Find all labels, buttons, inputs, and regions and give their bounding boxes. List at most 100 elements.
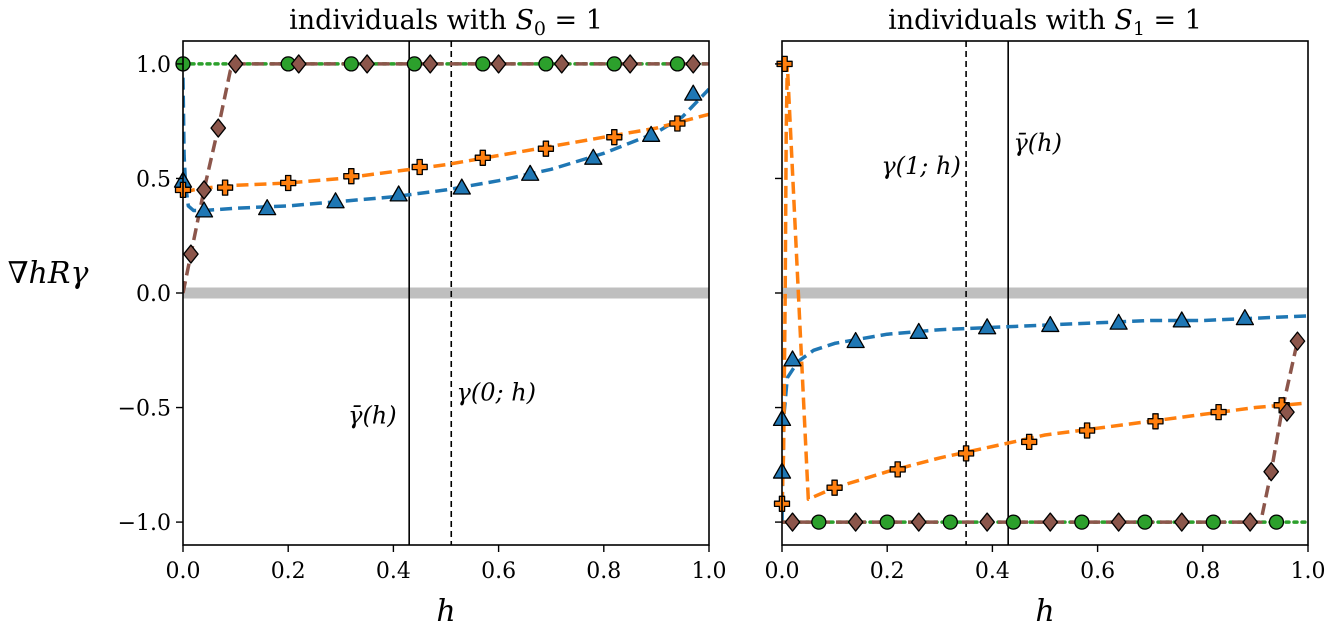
- marker-orange-7: [537, 140, 555, 157]
- x-tick-label: 0.4: [376, 559, 411, 584]
- marker-green-1: [811, 514, 827, 530]
- series-line-blue: [782, 314, 1308, 523]
- marker-brown-1: [183, 244, 199, 264]
- x-tick-label: 0.0: [166, 559, 201, 584]
- marker-orange-3: [826, 479, 843, 496]
- series-line-orange: [183, 112, 709, 194]
- series-line-brown: [183, 62, 709, 294]
- x-tick-label: 0.0: [765, 559, 800, 584]
- series-line-orange: [782, 62, 1308, 504]
- marker-green-6: [1137, 514, 1153, 530]
- marker-green-2: [879, 514, 895, 530]
- marker-green-3: [343, 56, 359, 72]
- x-tick-label: 0.8: [586, 559, 621, 584]
- x-tick-label: 0.6: [1080, 559, 1115, 584]
- marker-orange-1: [776, 55, 793, 73]
- marker-green-7: [606, 56, 622, 72]
- marker-blue-7: [1041, 315, 1060, 333]
- y-tick-label: −0.5: [118, 397, 171, 422]
- marker-brown-7: [1173, 512, 1190, 532]
- x-tick-label: 0.2: [870, 559, 905, 584]
- marker-brown-11: [1289, 331, 1306, 351]
- vline-label-2: γ(0; h): [457, 379, 537, 407]
- y-tick-label: 0.0: [136, 282, 171, 307]
- marker-blue-4: [326, 192, 345, 209]
- x-tick-label: 0.4: [975, 559, 1010, 584]
- marker-blue-10: [1235, 309, 1255, 326]
- markers: [772, 55, 1306, 532]
- vline-label-1: γ̄(h): [348, 402, 397, 430]
- plot-area: [782, 41, 1308, 545]
- marker-green-8: [669, 56, 686, 72]
- marker-orange-8: [606, 129, 623, 146]
- marker-brown-9: [553, 54, 570, 74]
- marker-blue-9: [641, 125, 661, 142]
- marker-green-7: [1205, 514, 1221, 530]
- marker-brown-3: [910, 512, 927, 532]
- marker-blue-2: [194, 201, 214, 218]
- marker-brown-6: [359, 54, 375, 74]
- marker-green-3: [942, 514, 958, 530]
- vline-label-2: γ̄(h): [1013, 129, 1062, 157]
- y-tick-label: −1.0: [118, 511, 171, 536]
- marker-blue-3: [258, 199, 277, 216]
- marker-brown-9: [1263, 462, 1280, 482]
- marker-green-5: [475, 56, 491, 72]
- marker-brown-2: [847, 512, 864, 532]
- x-axis-label: h: [436, 594, 455, 629]
- marker-blue-8: [584, 148, 603, 165]
- marker-blue-5: [389, 185, 408, 202]
- marker-blue-5: [909, 322, 928, 339]
- marker-orange-4: [343, 168, 360, 185]
- x-tick-label: 1.0: [692, 559, 727, 584]
- panel-title: individuals with S0 = 1: [289, 5, 603, 40]
- y-axis-label: ∇hRγ: [8, 256, 89, 291]
- series-line-brown: [782, 340, 1300, 524]
- marker-brown-4: [979, 512, 995, 532]
- y-tick-label: 1.0: [136, 53, 171, 78]
- x-tick-label: 0.2: [271, 559, 306, 584]
- marker-orange-6: [1021, 433, 1038, 451]
- marker-brown-5: [290, 54, 307, 74]
- marker-orange-9: [1210, 403, 1227, 421]
- marker-blue-7: [521, 164, 540, 181]
- marker-orange-2: [216, 179, 234, 196]
- vline-label-1: γ(1; h): [881, 152, 961, 180]
- marker-green-6: [538, 56, 554, 72]
- marker-brown-10: [622, 54, 638, 74]
- series-line-blue: [183, 77, 709, 213]
- marker-brown-1: [784, 512, 801, 532]
- marker-orange-6: [474, 149, 491, 166]
- marker-brown-5: [1042, 512, 1059, 532]
- marker-green-8: [1268, 514, 1285, 530]
- x-axis-label: h: [1035, 594, 1054, 629]
- x-tick-label: 1.0: [1291, 559, 1326, 584]
- marker-blue-3: [783, 350, 802, 367]
- marker-green-4: [1005, 514, 1022, 530]
- marker-blue-4: [846, 331, 865, 349]
- marker-brown-3: [210, 118, 227, 138]
- panel-2: individuals with S1 = 1 γ(1; h) γ̄(h) 0.0 0.…: [765, 5, 1326, 629]
- marker-orange-9: [669, 115, 686, 132]
- marker-orange-4: [889, 461, 906, 478]
- marker-brown-11: [685, 54, 702, 74]
- markers: [173, 54, 703, 264]
- marker-blue-9: [1172, 311, 1191, 328]
- marker-green-5: [1074, 514, 1090, 530]
- x-tick-label: 0.6: [481, 559, 516, 584]
- marker-brown-4: [227, 54, 244, 74]
- marker-brown-8: [1242, 512, 1258, 532]
- marker-orange-3: [280, 174, 297, 192]
- marker-orange-5: [957, 445, 975, 462]
- marker-green-4: [406, 56, 423, 72]
- marker-brown-2: [196, 180, 212, 200]
- marker-blue-6: [977, 318, 997, 335]
- marker-orange-7: [1078, 422, 1096, 439]
- panel-title: individuals with S1 = 1: [888, 5, 1202, 40]
- marker-brown-8: [490, 54, 507, 74]
- marker-brown-10: [1279, 402, 1295, 422]
- marker-blue-10: [684, 84, 703, 101]
- x-tick-label: 0.8: [1185, 559, 1220, 584]
- y-tick-label: 0.5: [136, 167, 171, 192]
